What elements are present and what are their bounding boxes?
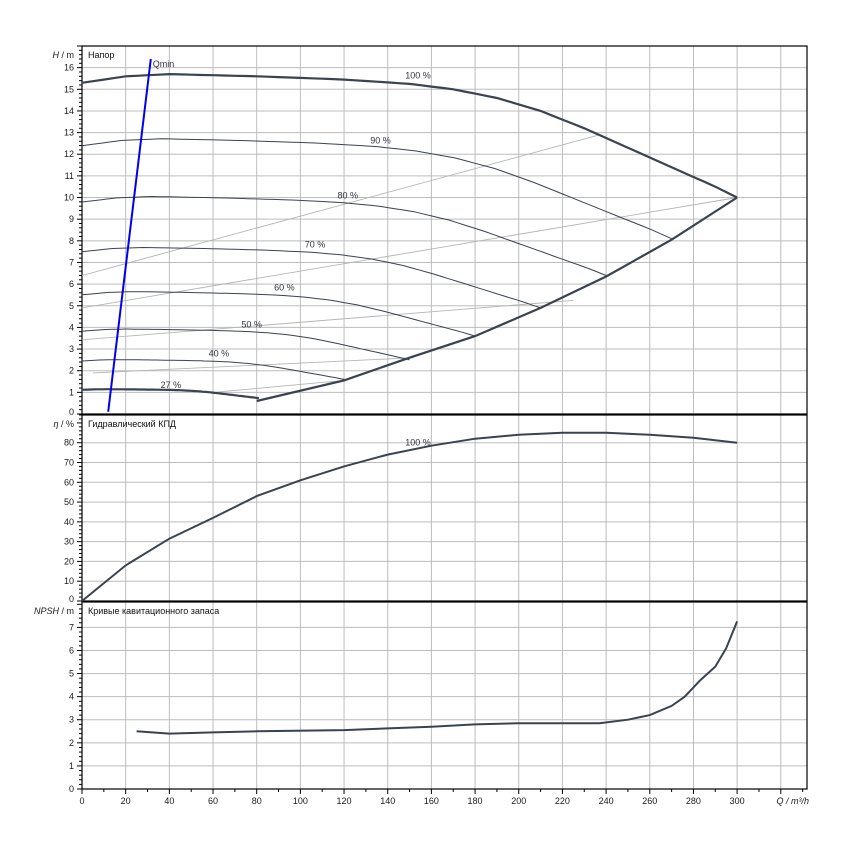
panel-title: Гидравлический КПД [88,419,176,429]
x-tick-label: 60 [208,796,218,806]
iso-efficiency-line [81,299,574,341]
y-tick-label: 14 [64,106,74,116]
qmin-line [107,58,152,412]
qmin-label: Qmin [153,59,175,69]
speed-curve [81,246,541,309]
speed-curve-label: 70 % [305,239,326,249]
x-tick-label: 260 [642,796,657,806]
x-tick-label: 160 [424,796,439,806]
panel-frame [81,601,808,790]
y-tick-label: 12 [64,149,74,159]
y-tick-label: 11 [65,171,74,181]
y-tick-label: 9 [69,214,74,224]
speed-curve [81,138,672,240]
y-tick-label: 20 [64,556,74,566]
limit-curve [256,196,738,403]
y-tick-label: 15 [64,84,74,94]
speed-curve [81,195,607,276]
y-tick-label: 0 [69,784,74,794]
speed-curve [81,72,738,199]
speed-curve-label: 40 % [209,349,230,359]
panel-frame [81,414,808,602]
efficiency-curve-label: 100 % [405,438,431,448]
panel-npsh: 0 1 2 3 4 5 6 7 NPSH / m Кривые кавитационного за… [34,601,809,806]
speed-curve [81,291,476,337]
y-tick-label: 10 [64,193,74,203]
x-tick-label: 100 [293,796,308,806]
y-tick-label: 2 [69,738,74,748]
speed-curve-label: 100 % [405,70,431,80]
y-tick-label: 13 [64,128,74,138]
y-tick-label: 50 [64,497,74,507]
y-tick-label: 10 [64,576,74,586]
y-tick-label: 1 [69,387,74,397]
iso-efficiency-line [92,357,414,374]
x-tick-label: 140 [380,796,395,806]
y-tick-label: 0 [69,407,74,417]
x-tick-label: 240 [599,796,614,806]
y-tick-label: 8 [69,236,74,246]
panel-title: Кривые кавитационного запаса [88,606,219,616]
speed-curve-label: 60 % [274,283,295,293]
speed-curve-label: 50 % [241,319,262,329]
x-tick-label: 120 [337,796,352,806]
y-tick-label: 6 [69,645,74,655]
speed-curve [81,359,345,380]
y-tick-label: 30 [64,537,74,547]
x-tick-label: 20 [121,796,131,806]
y-tick-label: 1 [69,761,74,771]
x-axis-label: Q / m³/h [776,796,809,806]
y-tick-label: 4 [69,692,74,702]
y-tick-label: 70 [64,457,74,467]
speed-curve-label: 80 % [337,191,358,201]
y-tick-label: 0 [69,594,74,604]
y-axis-label: η / % [53,419,74,429]
x-tick-label: 280 [686,796,701,806]
x-tick-label: 0 [79,796,84,806]
y-tick-label: 3 [69,344,74,354]
x-tick-label: 40 [164,796,174,806]
x-tick-label: 80 [252,796,262,806]
iso-efficiency-line [81,197,738,309]
y-tick-label: 16 [64,63,74,73]
y-tick-label: 4 [69,322,74,332]
y-tick-label: 40 [64,517,74,527]
x-tick-label: 300 [730,796,745,806]
y-tick-label: 7 [69,257,74,267]
y-axis-label: NPSH / m [34,606,74,616]
panel-efficiency: 0 10 20 30 40 50 60 70 80 η / % Гидравлический КПД… [53,414,808,604]
y-tick-label: 6 [69,279,74,289]
efficiency-curve [81,431,738,602]
panel-frame [81,45,808,415]
y-tick-label: 2 [69,366,74,376]
iso-efficiency-line [212,379,345,393]
panel-title: Напор [88,50,114,60]
speed-curve-label: 90 % [370,135,391,145]
y-tick-label: 7 [69,622,74,632]
y-tick-label: 80 [64,438,74,448]
y-tick-label: 3 [69,715,74,725]
x-tick-label: 220 [555,796,570,806]
y-tick-label: 5 [69,301,74,311]
speed-curve-label: 27 % [161,380,182,390]
y-axis-label: H / m [53,50,75,60]
x-tick-label: 180 [468,796,483,806]
y-tick-label: 5 [69,669,74,679]
speed-curve [81,328,410,361]
x-tick-label: 200 [511,796,526,806]
npsh-curve [136,621,739,735]
iso-efficiency-line [81,134,600,276]
y-tick-label: 60 [64,477,74,487]
